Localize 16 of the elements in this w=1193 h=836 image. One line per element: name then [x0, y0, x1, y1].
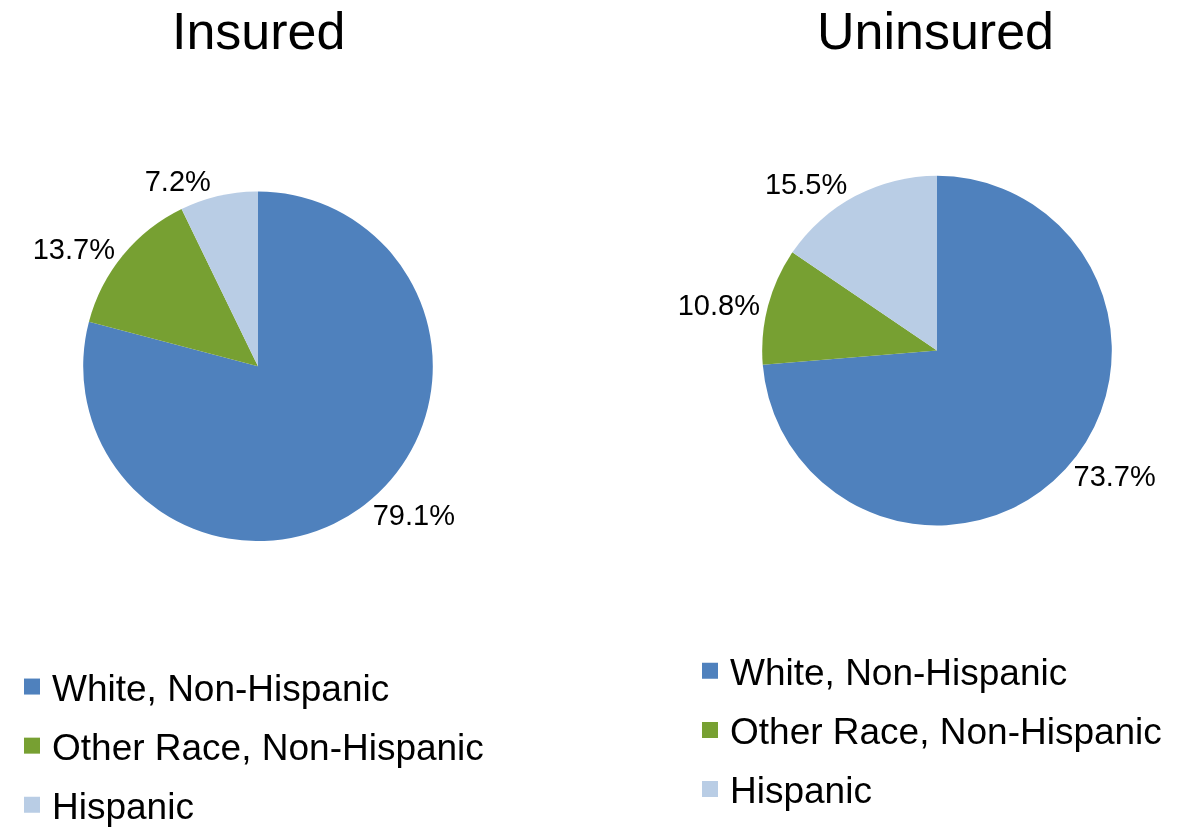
legend-label: Other Race, Non-Hispanic	[730, 711, 1162, 753]
legend-label: White, Non-Hispanic	[730, 652, 1068, 694]
pie-slice	[762, 252, 937, 365]
chart-title: Insured	[172, 2, 346, 60]
legend-label: Hispanic	[730, 770, 872, 812]
pie-slice	[181, 191, 258, 367]
legend-label: Hispanic	[52, 786, 194, 828]
data-label: 13.7%	[32, 232, 115, 265]
data-label: 10.8%	[677, 289, 760, 322]
data-label: 15.5%	[764, 167, 848, 200]
legend-label: Other Race, Non-Hispanic	[52, 727, 484, 769]
chart-title: Uninsured	[817, 2, 1055, 60]
data-label: 79.1%	[372, 498, 455, 531]
legend-label: White, Non-Hispanic	[52, 667, 390, 709]
data-label: 7.2%	[144, 164, 211, 197]
data-label: 73.7%	[1073, 460, 1156, 493]
